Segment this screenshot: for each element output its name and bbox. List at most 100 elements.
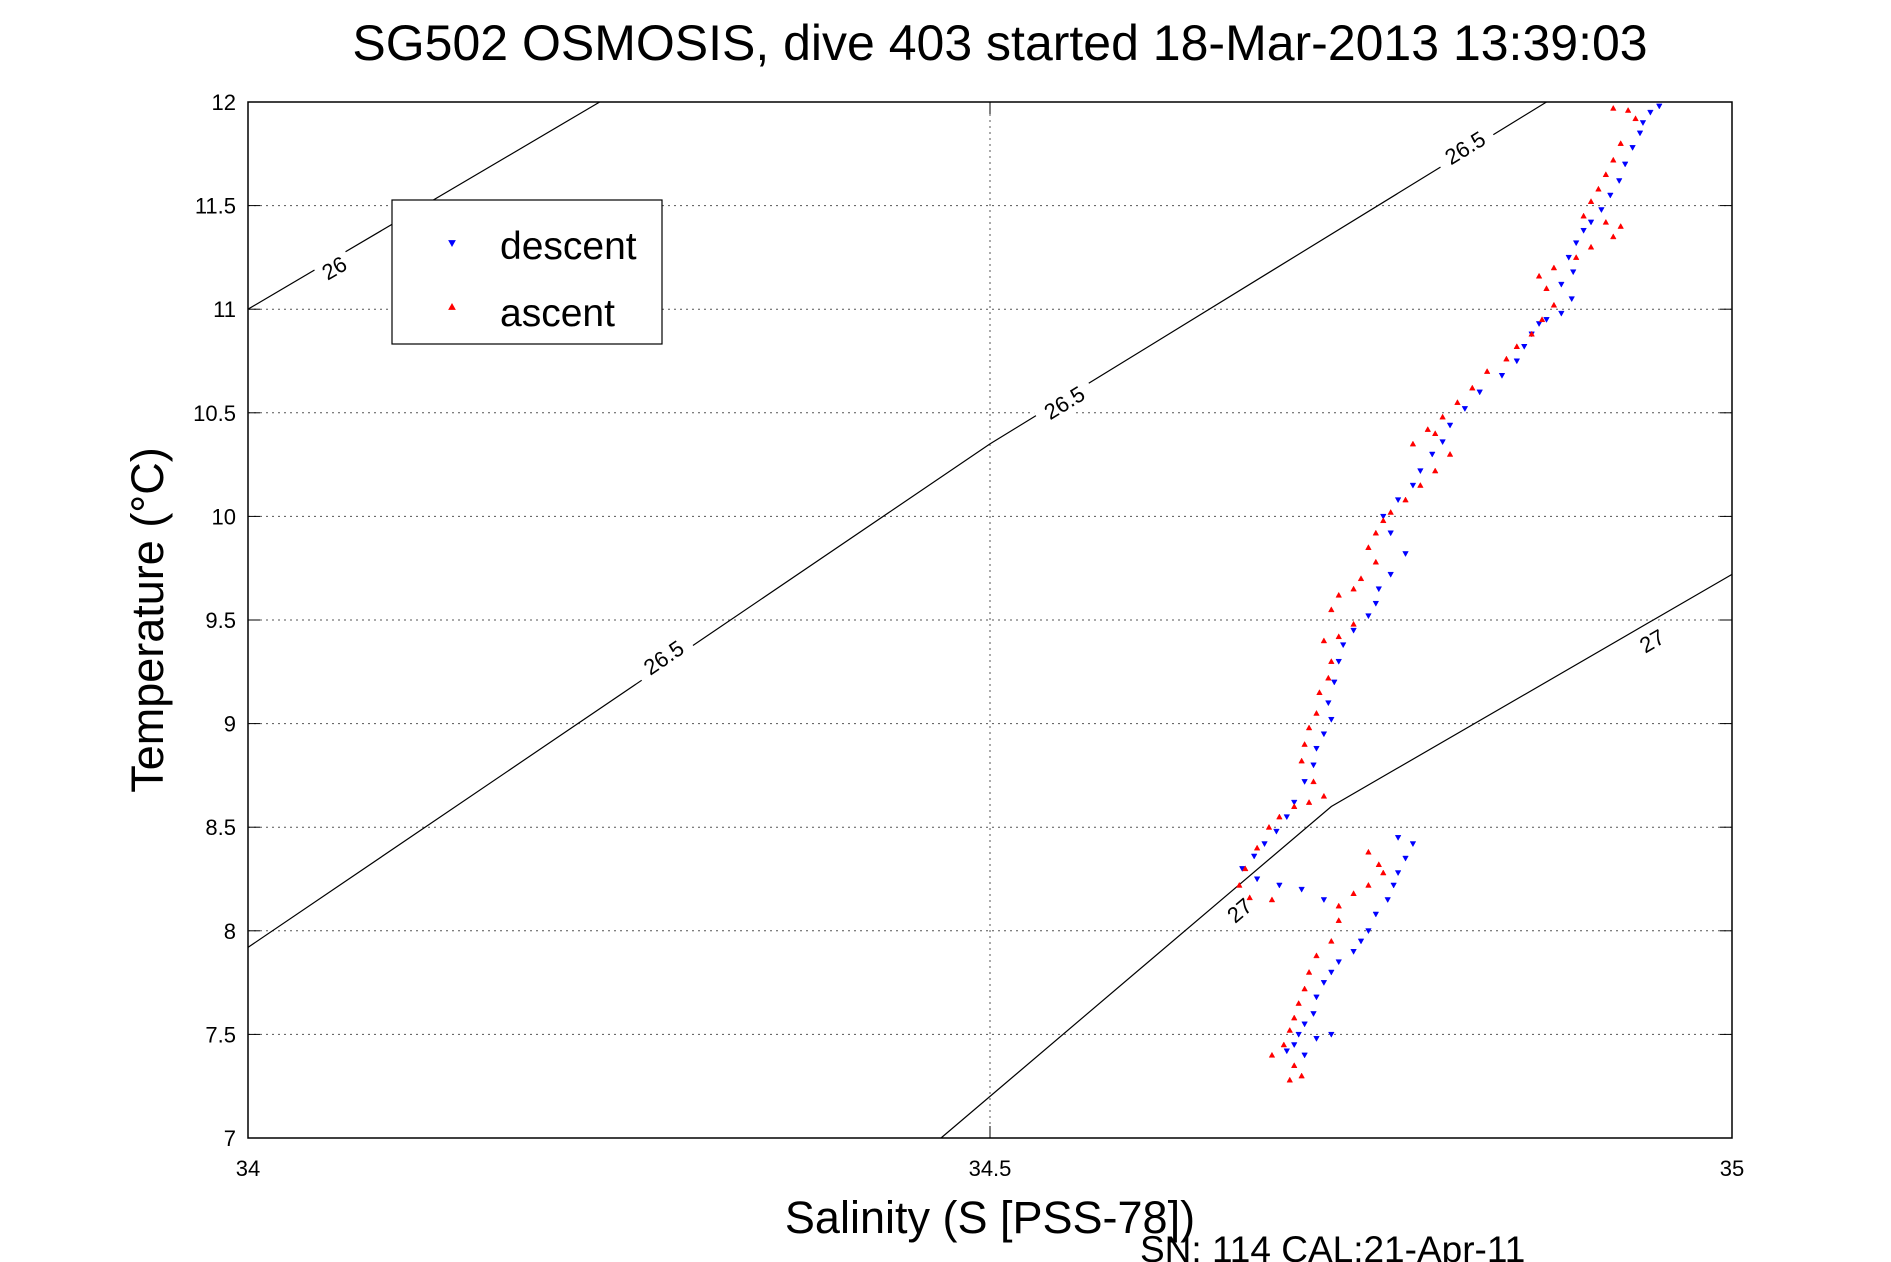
data-point-ascent: [1325, 674, 1332, 681]
data-point-ascent: [1439, 413, 1446, 420]
data-point-descent: [1365, 928, 1372, 935]
data-point-ascent: [1469, 384, 1476, 391]
data-point-ascent: [1372, 529, 1380, 536]
data-point-ascent: [1446, 450, 1454, 457]
data-point-ascent: [1265, 823, 1273, 830]
data-point-ascent: [1286, 1076, 1293, 1083]
data-point-ascent: [1357, 575, 1365, 582]
data-point-descent: [1543, 317, 1550, 323]
data-point-descent: [1598, 207, 1605, 214]
data-point-ascent: [1305, 799, 1313, 805]
data-point-descent: [1320, 980, 1328, 986]
axis-ticks: 34 34.5 35 7 7.5 8 8.5 9 9.5 10 10.5 11 11.5 12: [193, 90, 1744, 1181]
data-point-ascent: [1313, 709, 1320, 716]
data-point-ascent: [1528, 330, 1535, 337]
data-point-ascent: [1632, 115, 1639, 122]
data-point-descent: [1295, 1031, 1302, 1038]
data-point-ascent: [1610, 104, 1617, 111]
legend-label-descent: descent: [500, 225, 637, 268]
data-point-ascent: [1268, 896, 1276, 903]
y-tick-label: 10: [212, 504, 236, 529]
data-point-descent: [1558, 310, 1565, 317]
data-point-descent: [1328, 1031, 1335, 1038]
data-point-descent: [1331, 679, 1338, 686]
data-point-descent: [1301, 779, 1308, 785]
x-axis-label: Salinity (S [PSS-78]): [785, 1192, 1195, 1243]
data-point-ascent: [1372, 558, 1380, 565]
data-point-descent: [1357, 938, 1365, 945]
data-point-ascent: [1513, 343, 1521, 349]
data-point-descent: [1310, 762, 1317, 769]
data-point-descent: [1301, 1052, 1308, 1059]
data-point-ascent: [1316, 689, 1323, 696]
data-point-descent: [1253, 876, 1261, 883]
data-point-ascent: [1298, 757, 1305, 764]
legend-marker-descent: [448, 240, 456, 248]
y-tick-label: 9: [224, 712, 236, 737]
data-point-descent: [1261, 841, 1268, 848]
data-point-descent: [1587, 219, 1595, 226]
data-point-ascent: [1328, 658, 1335, 664]
y-tick-label: 11.5: [195, 194, 236, 219]
data-point-ascent: [1503, 355, 1510, 362]
data-point-descent: [1461, 406, 1469, 412]
data-point-descent: [1283, 814, 1291, 821]
y-tick-label: 7: [224, 1126, 236, 1151]
data-point-ascent: [1535, 272, 1543, 279]
data-point-ascent: [1387, 508, 1394, 515]
data-point-ascent: [1295, 1000, 1302, 1006]
data-point-descent: [1372, 600, 1380, 607]
data-point-ascent: [1305, 724, 1313, 731]
data-point-descent: [1639, 120, 1647, 127]
data-point-descent: [1372, 911, 1380, 918]
data-point-ascent: [1380, 869, 1387, 876]
chart-title: SG502 OSMOSIS, dive 403 started 18-Mar-2…: [352, 15, 1647, 71]
data-point-descent: [1313, 1036, 1320, 1042]
data-point-descent: [1301, 1021, 1308, 1028]
data-point-descent: [1290, 1042, 1298, 1049]
y-axis-label: Temperature (°C): [122, 447, 173, 793]
data-point-descent: [1313, 745, 1320, 752]
data-point-ascent: [1246, 894, 1253, 901]
y-tick-label: 10.5: [193, 401, 236, 426]
data-point-descent: [1290, 799, 1298, 806]
data-point-ascent: [1610, 156, 1617, 163]
data-point-descent: [1390, 882, 1397, 889]
data-point-descent: [1636, 130, 1644, 137]
data-point-descent: [1647, 109, 1654, 116]
data-point-ascent: [1328, 937, 1335, 944]
data-point-ascent: [1431, 467, 1439, 474]
data-point-ascent: [1320, 637, 1328, 644]
data-point-ascent: [1301, 741, 1308, 747]
footer-text: SN: 114 CAL:21-Apr-11: [1140, 1229, 1525, 1262]
data-point-descent: [1394, 497, 1402, 504]
isopycnal-label-bg: [1431, 119, 1499, 176]
data-point-descent: [1521, 344, 1528, 350]
data-point-ascent: [1550, 264, 1558, 271]
data-point-descent: [1394, 870, 1402, 877]
data-point-descent: [1273, 828, 1280, 835]
data-point-descent: [1417, 468, 1424, 475]
data-point-ascent: [1595, 185, 1602, 192]
data-point-ascent: [1335, 591, 1342, 598]
data-point-descent: [1498, 373, 1506, 379]
isopycnal-line: [247, 101, 1547, 948]
data-point-ascent: [1335, 633, 1342, 640]
legend-marker-ascent: [448, 302, 456, 310]
data-point-ascent: [1328, 606, 1335, 613]
data-point-descent: [1569, 269, 1577, 276]
data-point-ascent: [1587, 243, 1595, 250]
data-point-ascent: [1335, 917, 1342, 923]
x-tick-label: 34: [236, 1156, 260, 1181]
data-point-descent: [1328, 716, 1335, 723]
data-point-descent: [1320, 731, 1328, 738]
data-point-ascent: [1310, 778, 1317, 785]
isopycnal-label-bg: [630, 628, 698, 687]
data-point-descent: [1513, 358, 1521, 365]
data-point-ascent: [1320, 792, 1328, 799]
data-point-descent: [1375, 586, 1383, 593]
data-point-ascent: [1253, 844, 1261, 851]
data-point-ascent: [1350, 890, 1357, 896]
data-point-descent: [1409, 841, 1417, 848]
